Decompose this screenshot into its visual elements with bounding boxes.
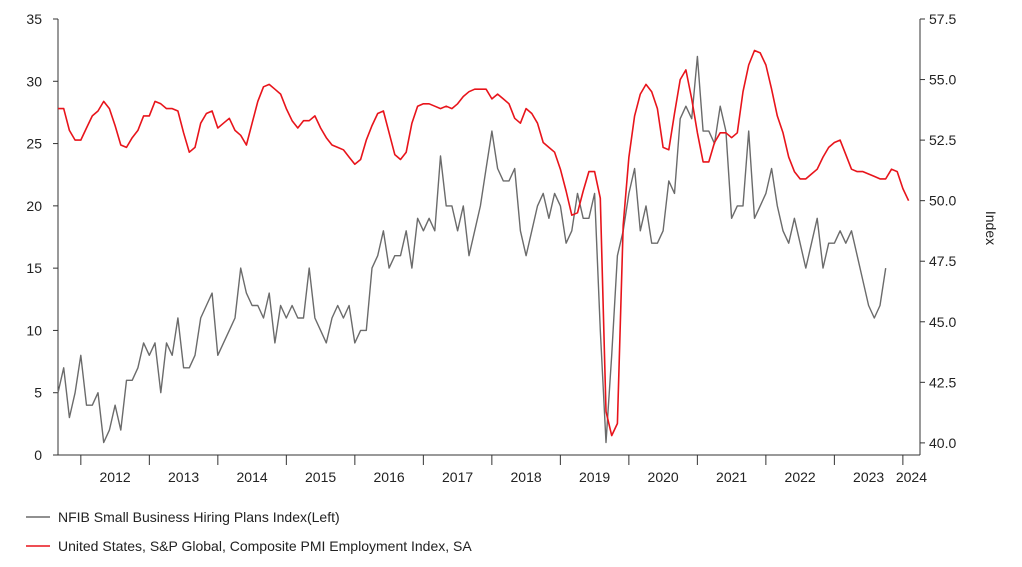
left-axis-ticks: 0 5 10 15 20 25 30 35 [26, 11, 58, 463]
left-tick-label: 20 [26, 198, 42, 214]
right-tick-label: 57.5 [929, 11, 956, 27]
x-tick-label: 2016 [374, 469, 405, 485]
right-tick-label: 40.0 [929, 435, 956, 451]
x-tick-label: 2019 [579, 469, 610, 485]
legend-item-pmi: United States, S&P Global, Composite PMI… [26, 538, 472, 554]
x-axis-ticks: 2012 2013 2014 2015 2016 2017 2018 2019 2020 2021… [80, 455, 927, 485]
x-tick-label: 2017 [442, 469, 473, 485]
right-tick-label: 42.5 [929, 374, 956, 390]
x-tick-label: 2013 [168, 469, 199, 485]
left-tick-label: 5 [34, 385, 42, 401]
right-axis-label: Index [983, 211, 999, 245]
series-line-nfib [57, 55, 887, 444]
left-tick-label: 30 [26, 73, 42, 89]
left-tick-label: 25 [26, 136, 42, 152]
right-tick-label: 50.0 [929, 193, 956, 209]
left-tick-label: 0 [34, 447, 42, 463]
left-tick-label: 10 [26, 322, 42, 338]
series-line-pmi [58, 49, 910, 437]
x-tick-label: 2015 [305, 469, 336, 485]
right-tick-label: 55.0 [929, 72, 956, 88]
legend-item-nfib: NFIB Small Business Hiring Plans Index(L… [26, 509, 340, 525]
right-tick-label: 52.5 [929, 132, 956, 148]
x-tick-label: 2021 [716, 469, 747, 485]
x-tick-label: 2014 [237, 469, 268, 485]
right-tick-label: 45.0 [929, 314, 956, 330]
x-tick-label: 2022 [785, 469, 816, 485]
series-layer [57, 49, 910, 444]
x-tick-label: 2023 [853, 469, 884, 485]
x-tick-label: 2012 [100, 469, 131, 485]
right-axis-ticks: 40.0 42.5 45.0 47.5 50.0 52.5 55.0 57.5 [920, 11, 956, 451]
right-tick-label: 47.5 [929, 253, 956, 269]
left-tick-label: 15 [26, 260, 42, 276]
legend-label-nfib: NFIB Small Business Hiring Plans Index(L… [58, 509, 340, 525]
left-tick-label: 35 [26, 11, 42, 27]
x-tick-label: 2018 [511, 469, 542, 485]
legend-label-pmi: United States, S&P Global, Composite PMI… [58, 538, 472, 554]
x-tick-label: 2020 [648, 469, 679, 485]
x-tick-label: 2024 [896, 469, 927, 485]
legend: NFIB Small Business Hiring Plans Index(L… [26, 509, 472, 554]
